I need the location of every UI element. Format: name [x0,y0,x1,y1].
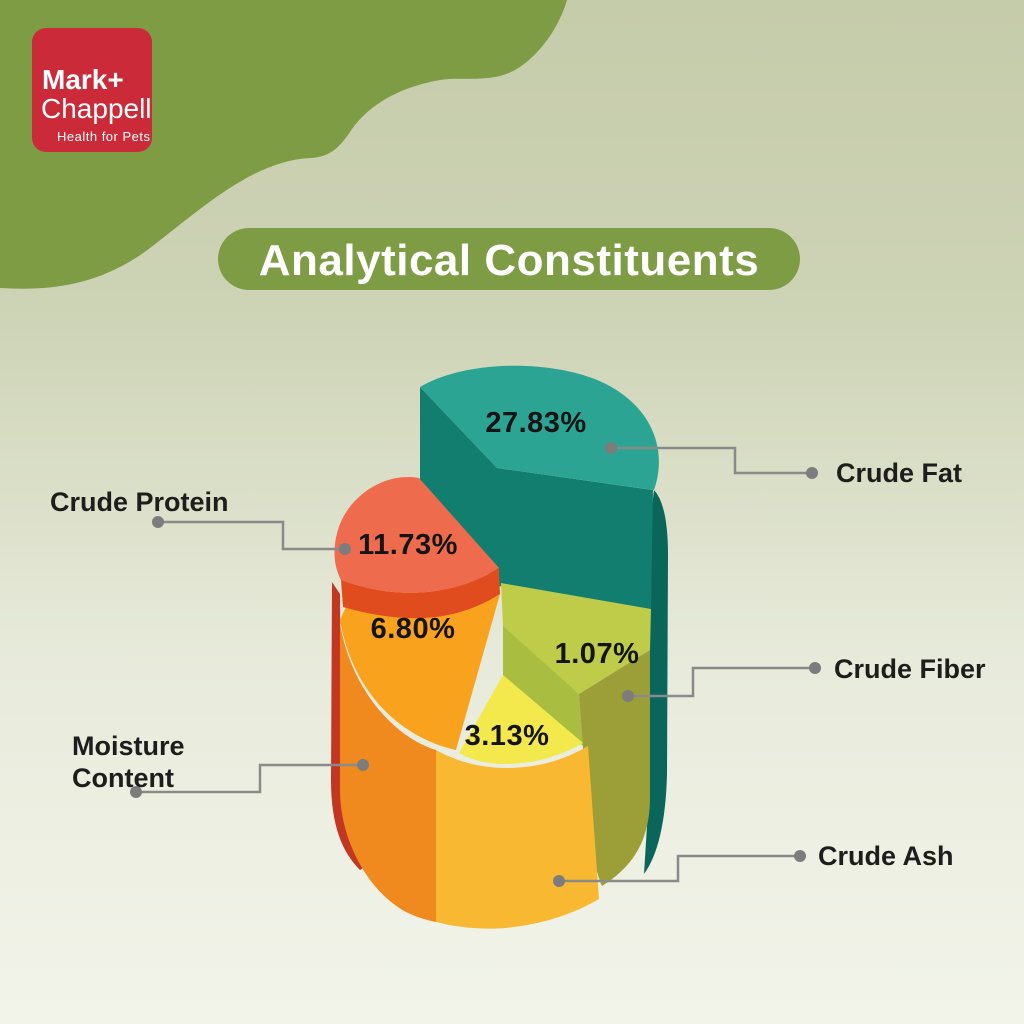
slice-crude-protein-strip [331,582,374,870]
callout-crude-ash: Crude Ash [553,841,954,887]
brand-logo: Mark+ Chappell Health for Pets [32,28,152,152]
slice-moisture-top [340,594,500,750]
callout-line [156,520,347,551]
callout-dot [553,875,565,887]
slice-crude-ash-top [459,675,583,764]
slice-crude-protein-top [334,477,499,593]
callout-dot [605,442,617,454]
callouts: Crude Fat Crude Protein Moisture Content… [50,442,986,887]
callout-dot [152,516,164,528]
callout-line [626,666,817,698]
callout-label-moisture-line1: Moisture [72,731,185,761]
page-title: Analytical Constituents [259,236,759,285]
title-pill [218,228,800,290]
value-label-crude-protein: 11.73% [358,529,458,561]
callout-line [557,854,802,883]
slice-crude-fiber-top [501,583,651,694]
slice-moisture-front [340,624,436,922]
logo-name-line1: Mark+ [42,64,124,95]
slice-crude-fiber-side [579,650,650,886]
callout-moisture-content: Moisture Content [72,731,369,798]
slice-crude-fat-top [420,365,659,490]
slice-crude-fiber-cut [503,626,583,746]
pie-chart: 27.83% 11.73% 6.80% 3.13% 1.07% [331,365,668,929]
callout-label-crude-protein: Crude Protein [50,487,229,517]
value-label-crude-fiber: 1.07% [555,638,640,670]
logo-tagline: Health for Pets [57,129,151,144]
slice-crude-protein-side [341,568,500,619]
callout-dot [809,662,821,674]
value-label-moisture: 6.80% [371,613,456,645]
callout-line [609,446,814,475]
logo-name-line2: Chappell [41,93,152,124]
callout-dot [339,543,351,555]
title-banner: Analytical Constituents [218,228,800,290]
callout-label-crude-fat: Crude Fat [836,458,962,488]
callout-dot [357,759,369,771]
logo-background [32,28,152,152]
callout-crude-fiber: Crude Fiber [622,654,986,702]
callout-label-crude-fiber: Crude Fiber [834,654,986,684]
callout-dot [806,467,818,479]
callout-crude-protein: Crude Protein [50,487,351,555]
value-label-crude-ash: 3.13% [465,720,550,752]
callout-label-crude-ash: Crude Ash [818,841,954,871]
callout-line [134,763,365,794]
value-label-crude-fat: 27.83% [485,407,586,439]
callout-dot [622,690,634,702]
slice-crude-ash-front [436,746,599,929]
callout-crude-fat: Crude Fat [605,442,962,488]
callout-dot [130,786,142,798]
callout-label-moisture-line2: Content [72,763,174,793]
callout-dot [794,850,806,862]
